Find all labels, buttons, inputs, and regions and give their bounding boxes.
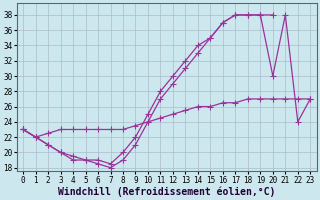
X-axis label: Windchill (Refroidissement éolien,°C): Windchill (Refroidissement éolien,°C) — [58, 186, 276, 197]
